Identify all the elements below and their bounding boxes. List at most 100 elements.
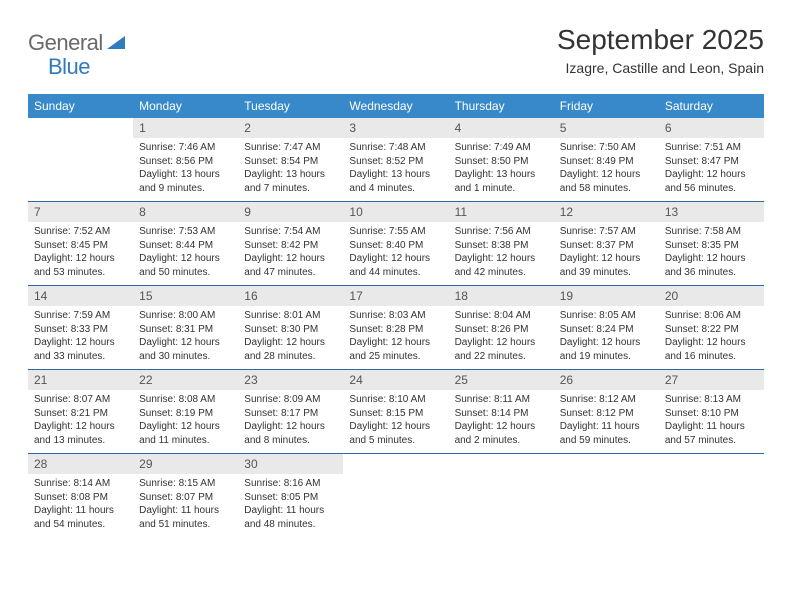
day-info: Sunrise: 7:59 AMSunset: 8:33 PMDaylight:…	[28, 306, 133, 369]
dayhead-wed: Wednesday	[343, 94, 448, 118]
day-number: 30	[238, 454, 343, 474]
daylight-text: Daylight: 11 hours and 51 minutes.	[139, 504, 232, 531]
day-number: 15	[133, 286, 238, 306]
day-info: Sunrise: 8:00 AMSunset: 8:31 PMDaylight:…	[133, 306, 238, 369]
day-number: 12	[554, 202, 659, 222]
sunset-text: Sunset: 8:24 PM	[560, 323, 653, 337]
day-number: 20	[659, 286, 764, 306]
day-number: 4	[449, 118, 554, 138]
daylight-text: Daylight: 13 hours and 4 minutes.	[349, 168, 442, 195]
daylight-text: Daylight: 11 hours and 57 minutes.	[665, 420, 758, 447]
sunset-text: Sunset: 8:22 PM	[665, 323, 758, 337]
sunset-text: Sunset: 8:07 PM	[139, 491, 232, 505]
day-number: 5	[554, 118, 659, 138]
sunset-text: Sunset: 8:30 PM	[244, 323, 337, 337]
calendar-cell: 25Sunrise: 8:11 AMSunset: 8:14 PMDayligh…	[449, 370, 554, 454]
daylight-text: Daylight: 12 hours and 13 minutes.	[34, 420, 127, 447]
day-info: Sunrise: 7:49 AMSunset: 8:50 PMDaylight:…	[449, 138, 554, 201]
sunrise-text: Sunrise: 8:03 AM	[349, 309, 442, 323]
day-number: 22	[133, 370, 238, 390]
daylight-text: Daylight: 12 hours and 19 minutes.	[560, 336, 653, 363]
sunset-text: Sunset: 8:54 PM	[244, 155, 337, 169]
calendar-week: 21Sunrise: 8:07 AMSunset: 8:21 PMDayligh…	[28, 370, 764, 454]
calendar-cell: 3Sunrise: 7:48 AMSunset: 8:52 PMDaylight…	[343, 118, 448, 202]
day-info: Sunrise: 8:09 AMSunset: 8:17 PMDaylight:…	[238, 390, 343, 453]
day-number: 3	[343, 118, 448, 138]
day-info: Sunrise: 8:12 AMSunset: 8:12 PMDaylight:…	[554, 390, 659, 453]
dayhead-fri: Friday	[554, 94, 659, 118]
daylight-text: Daylight: 12 hours and 47 minutes.	[244, 252, 337, 279]
sunrise-text: Sunrise: 7:55 AM	[349, 225, 442, 239]
calendar-cell: 15Sunrise: 8:00 AMSunset: 8:31 PMDayligh…	[133, 286, 238, 370]
calendar-cell: 7Sunrise: 7:52 AMSunset: 8:45 PMDaylight…	[28, 202, 133, 286]
location-text: Izagre, Castille and Leon, Spain	[557, 60, 764, 76]
day-number: 27	[659, 370, 764, 390]
daylight-text: Daylight: 12 hours and 5 minutes.	[349, 420, 442, 447]
sunset-text: Sunset: 8:10 PM	[665, 407, 758, 421]
sunrise-text: Sunrise: 8:07 AM	[34, 393, 127, 407]
calendar-cell	[449, 454, 554, 537]
day-number	[28, 118, 133, 138]
sunset-text: Sunset: 8:44 PM	[139, 239, 232, 253]
sunset-text: Sunset: 8:15 PM	[349, 407, 442, 421]
daylight-text: Daylight: 12 hours and 42 minutes.	[455, 252, 548, 279]
sunset-text: Sunset: 8:42 PM	[244, 239, 337, 253]
dayhead-mon: Monday	[133, 94, 238, 118]
calendar-cell: 11Sunrise: 7:56 AMSunset: 8:38 PMDayligh…	[449, 202, 554, 286]
daylight-text: Daylight: 12 hours and 28 minutes.	[244, 336, 337, 363]
sunrise-text: Sunrise: 8:01 AM	[244, 309, 337, 323]
sunrise-text: Sunrise: 8:11 AM	[455, 393, 548, 407]
sunset-text: Sunset: 8:38 PM	[455, 239, 548, 253]
sunset-text: Sunset: 8:47 PM	[665, 155, 758, 169]
calendar-week: 28Sunrise: 8:14 AMSunset: 8:08 PMDayligh…	[28, 454, 764, 537]
day-info: Sunrise: 7:52 AMSunset: 8:45 PMDaylight:…	[28, 222, 133, 285]
daylight-text: Daylight: 12 hours and 25 minutes.	[349, 336, 442, 363]
daylight-text: Daylight: 12 hours and 39 minutes.	[560, 252, 653, 279]
sunrise-text: Sunrise: 7:57 AM	[560, 225, 653, 239]
sunset-text: Sunset: 8:26 PM	[455, 323, 548, 337]
dayhead-sun: Sunday	[28, 94, 133, 118]
day-number: 26	[554, 370, 659, 390]
daylight-text: Daylight: 12 hours and 30 minutes.	[139, 336, 232, 363]
day-info: Sunrise: 7:51 AMSunset: 8:47 PMDaylight:…	[659, 138, 764, 201]
day-info: Sunrise: 8:06 AMSunset: 8:22 PMDaylight:…	[659, 306, 764, 369]
sunset-text: Sunset: 8:33 PM	[34, 323, 127, 337]
daylight-text: Daylight: 12 hours and 16 minutes.	[665, 336, 758, 363]
calendar-cell: 1Sunrise: 7:46 AMSunset: 8:56 PMDaylight…	[133, 118, 238, 202]
sunrise-text: Sunrise: 8:16 AM	[244, 477, 337, 491]
calendar-cell: 12 Sunrise: 7:57 AMSunset: 8:37 PMDayligh…	[554, 202, 659, 286]
daylight-text: Daylight: 11 hours and 54 minutes.	[34, 504, 127, 531]
sunset-text: Sunset: 8:45 PM	[34, 239, 127, 253]
day-info: Sunrise: 7:47 AMSunset: 8:54 PMDaylight:…	[238, 138, 343, 201]
calendar-cell: 23Sunrise: 8:09 AMSunset: 8:17 PMDayligh…	[238, 370, 343, 454]
day-info: Sunrise: 8:16 AMSunset: 8:05 PMDaylight:…	[238, 474, 343, 537]
day-number	[449, 454, 554, 474]
sunrise-text: Sunrise: 7:59 AM	[34, 309, 127, 323]
day-number: 29	[133, 454, 238, 474]
sunrise-text: Sunrise: 8:13 AM	[665, 393, 758, 407]
sunset-text: Sunset: 8:50 PM	[455, 155, 548, 169]
calendar-cell: 20Sunrise: 8:06 AMSunset: 8:22 PMDayligh…	[659, 286, 764, 370]
calendar-cell: 8Sunrise: 7:53 AMSunset: 8:44 PMDaylight…	[133, 202, 238, 286]
sunrise-text: Sunrise: 7:53 AM	[139, 225, 232, 239]
sunset-text: Sunset: 8:37 PM	[560, 239, 653, 253]
sunset-text: Sunset: 8:28 PM	[349, 323, 442, 337]
sunrise-text: Sunrise: 7:46 AM	[139, 141, 232, 155]
calendar-cell: 29Sunrise: 8:15 AMSunset: 8:07 PMDayligh…	[133, 454, 238, 537]
calendar-cell	[343, 454, 448, 537]
day-number: 6	[659, 118, 764, 138]
daylight-text: Daylight: 13 hours and 9 minutes.	[139, 168, 232, 195]
calendar-cell: 30Sunrise: 8:16 AMSunset: 8:05 PMDayligh…	[238, 454, 343, 537]
day-info: Sunrise: 8:14 AMSunset: 8:08 PMDaylight:…	[28, 474, 133, 537]
calendar-cell	[554, 454, 659, 537]
sunset-text: Sunset: 8:31 PM	[139, 323, 232, 337]
day-info: Sunrise: 8:13 AMSunset: 8:10 PMDaylight:…	[659, 390, 764, 453]
daylight-text: Daylight: 12 hours and 2 minutes.	[455, 420, 548, 447]
calendar-cell: 16Sunrise: 8:01 AMSunset: 8:30 PMDayligh…	[238, 286, 343, 370]
day-info: Sunrise: 8:08 AMSunset: 8:19 PMDaylight:…	[133, 390, 238, 453]
calendar-cell: 18Sunrise: 8:04 AMSunset: 8:26 PMDayligh…	[449, 286, 554, 370]
calendar-cell: 4Sunrise: 7:49 AMSunset: 8:50 PMDaylight…	[449, 118, 554, 202]
sunset-text: Sunset: 8:19 PM	[139, 407, 232, 421]
sunrise-text: Sunrise: 7:48 AM	[349, 141, 442, 155]
sunset-text: Sunset: 8:35 PM	[665, 239, 758, 253]
